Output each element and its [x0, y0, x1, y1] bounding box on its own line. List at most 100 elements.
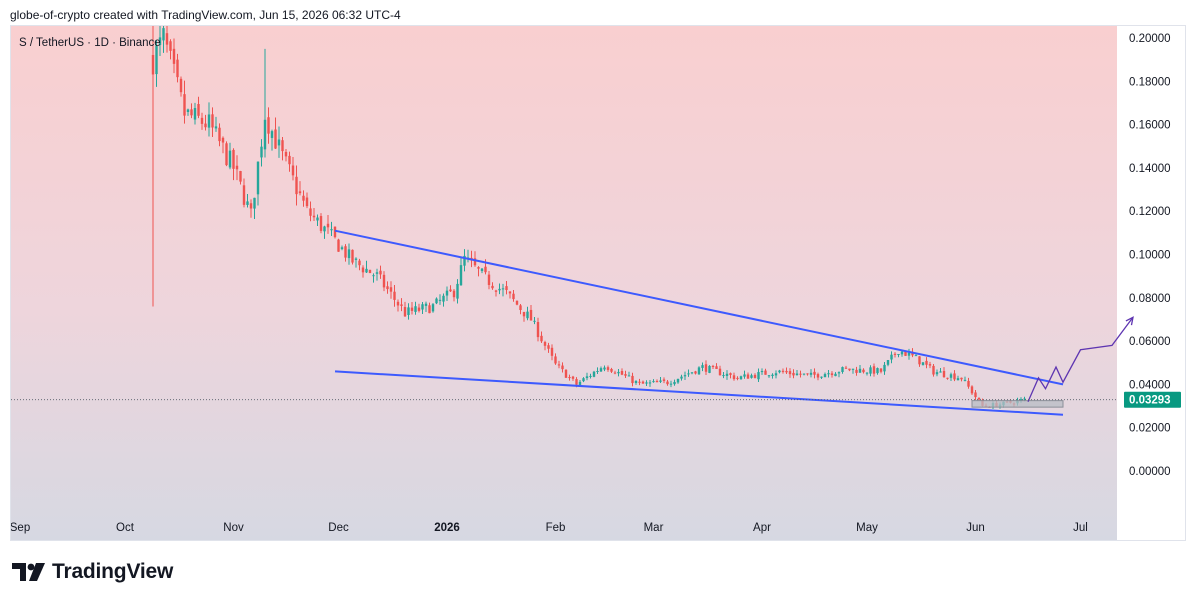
- candle-body: [543, 342, 547, 346]
- tradingview-logo-icon: [12, 563, 45, 581]
- candle-body: [813, 371, 816, 375]
- candle-body: [729, 373, 732, 375]
- candle-body: [907, 352, 911, 356]
- price-tick-label: 0.18000: [1129, 76, 1171, 88]
- candle-body: [918, 356, 921, 365]
- time-tick-label: Feb: [546, 522, 566, 534]
- candle-body: [179, 78, 183, 93]
- candle-body: [778, 370, 781, 373]
- candle-body: [172, 48, 176, 64]
- candle-body: [571, 376, 575, 379]
- candle-body: [785, 370, 788, 373]
- candle-body: [186, 109, 190, 112]
- candle-body: [151, 54, 155, 75]
- chart-panel[interactable]: 0.20000 0.18000 0.16000 0.14000 0.12000 0.100…: [10, 25, 1186, 541]
- candle-body: [890, 354, 893, 360]
- candle-body: [225, 143, 228, 166]
- tradingview-logo[interactable]: TradingView: [12, 560, 173, 584]
- candle-body: [956, 378, 960, 381]
- candle-body: [221, 137, 225, 143]
- candle-body: [253, 197, 256, 209]
- candle-body: [568, 377, 571, 379]
- candle-body: [204, 123, 207, 128]
- candle-body: [606, 367, 610, 370]
- candle-body: [214, 126, 218, 129]
- candle-body: [274, 129, 277, 149]
- candle-body: [823, 374, 827, 378]
- candle-body: [498, 288, 501, 291]
- time-tick-label: Jul: [1073, 522, 1088, 534]
- consolidation-box: [971, 400, 1064, 408]
- candle-body: [473, 258, 477, 266]
- candle-body: [935, 372, 939, 375]
- price-tick-label: 0.00000: [1129, 466, 1171, 478]
- candle-body: [904, 351, 907, 356]
- candle-body: [788, 371, 792, 375]
- candle-body: [200, 117, 204, 124]
- candle-body: [722, 375, 725, 377]
- candle-body: [760, 371, 764, 373]
- candle-body: [368, 269, 372, 274]
- candle-body: [585, 376, 589, 379]
- candle-body: [946, 377, 949, 379]
- candle-body: [701, 365, 704, 368]
- candle-body: [610, 368, 613, 372]
- candle-body: [620, 370, 624, 375]
- candle-body: [582, 378, 585, 382]
- candle-body: [512, 293, 515, 300]
- candle-body: [267, 117, 270, 134]
- candle-body: [613, 372, 617, 374]
- candle-body: [711, 365, 715, 367]
- candle-body: [305, 197, 309, 207]
- candle-body: [277, 139, 281, 146]
- candle-body: [967, 380, 970, 387]
- candle-body: [365, 268, 368, 273]
- candle-body: [414, 306, 417, 312]
- candle-body: [298, 191, 302, 194]
- price-tick-label: 0.10000: [1129, 250, 1171, 262]
- price-tick-label: 0.16000: [1129, 120, 1171, 132]
- candle-body: [757, 372, 760, 380]
- candle-body: [592, 371, 596, 377]
- candle-body: [844, 367, 848, 369]
- candle-body: [484, 266, 487, 273]
- candle-body: [634, 381, 638, 383]
- candle-body: [690, 372, 694, 374]
- candle-body: [897, 353, 900, 355]
- candle-body: [260, 146, 263, 158]
- candle-body: [837, 372, 841, 374]
- candle-body: [697, 367, 701, 375]
- candle-body: [617, 371, 620, 374]
- candle-body: [746, 374, 750, 379]
- candle-body: [921, 362, 925, 366]
- candle-body: [176, 59, 179, 78]
- price-tick-label: 0.02000: [1129, 423, 1171, 435]
- candle-body: [533, 320, 536, 322]
- candle-body: [519, 305, 522, 311]
- candle-body: [659, 380, 662, 382]
- price-axis-background: [1117, 26, 1185, 540]
- candle-body: [676, 378, 680, 383]
- candle-body: [1023, 398, 1026, 400]
- candle-body: [459, 265, 463, 286]
- wedge-lower-trendline: [334, 370, 1064, 416]
- candle-body: [288, 155, 291, 165]
- candle-body: [1019, 399, 1023, 401]
- candle-body: [242, 185, 246, 205]
- candle-body: [158, 37, 162, 46]
- candle-body: [232, 149, 235, 169]
- price-chart[interactable]: 0.20000 0.18000 0.16000 0.14000 0.12000 0.100…: [11, 26, 1186, 541]
- candle-body: [974, 392, 977, 398]
- candle-body: [631, 375, 634, 384]
- candle-body: [403, 307, 407, 317]
- candle-body: [407, 307, 410, 316]
- candle-body: [337, 239, 340, 252]
- candle-body: [396, 301, 400, 306]
- candle-body: [683, 375, 687, 377]
- candle-body: [561, 365, 564, 370]
- candle-body: [589, 375, 592, 377]
- candle-body: [207, 114, 211, 128]
- time-tick-label: Oct: [116, 522, 135, 534]
- candle-body: [652, 381, 655, 383]
- candle-body: [302, 195, 305, 201]
